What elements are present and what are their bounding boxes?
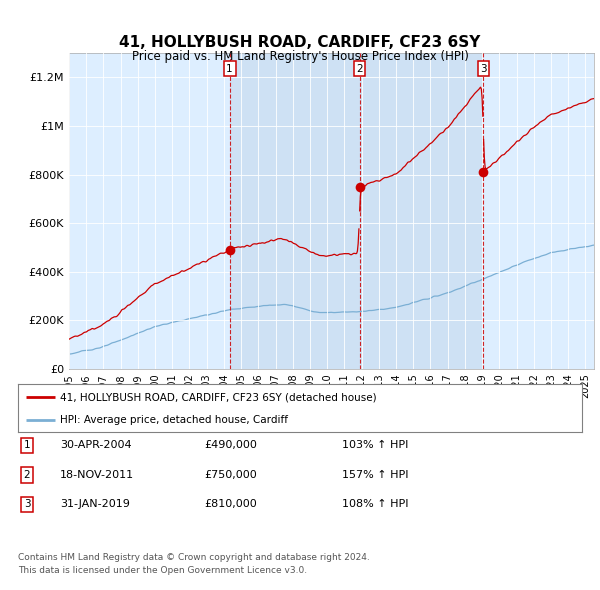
Text: £810,000: £810,000 (204, 500, 257, 509)
Text: 18-NOV-2011: 18-NOV-2011 (60, 470, 134, 480)
Text: 31-JAN-2019: 31-JAN-2019 (60, 500, 130, 509)
Text: 2: 2 (356, 64, 363, 74)
Text: Price paid vs. HM Land Registry's House Price Index (HPI): Price paid vs. HM Land Registry's House … (131, 50, 469, 63)
Text: 3: 3 (23, 500, 31, 509)
Text: £490,000: £490,000 (204, 441, 257, 450)
Text: £750,000: £750,000 (204, 470, 257, 480)
Text: 1: 1 (23, 441, 31, 450)
Text: 41, HOLLYBUSH ROAD, CARDIFF, CF23 6SY: 41, HOLLYBUSH ROAD, CARDIFF, CF23 6SY (119, 35, 481, 50)
Text: This data is licensed under the Open Government Licence v3.0.: This data is licensed under the Open Gov… (18, 566, 307, 575)
Text: HPI: Average price, detached house, Cardiff: HPI: Average price, detached house, Card… (60, 415, 289, 425)
Text: 3: 3 (480, 64, 487, 74)
Text: 2: 2 (23, 470, 31, 480)
Text: Contains HM Land Registry data © Crown copyright and database right 2024.: Contains HM Land Registry data © Crown c… (18, 553, 370, 562)
Text: 1: 1 (226, 64, 233, 74)
Text: 108% ↑ HPI: 108% ↑ HPI (342, 500, 409, 509)
Text: 103% ↑ HPI: 103% ↑ HPI (342, 441, 409, 450)
Bar (359, 53, 484, 369)
Bar (230, 53, 359, 369)
Text: 41, HOLLYBUSH ROAD, CARDIFF, CF23 6SY (detached house): 41, HOLLYBUSH ROAD, CARDIFF, CF23 6SY (d… (60, 392, 377, 402)
Text: 30-APR-2004: 30-APR-2004 (60, 441, 131, 450)
Text: 157% ↑ HPI: 157% ↑ HPI (342, 470, 409, 480)
